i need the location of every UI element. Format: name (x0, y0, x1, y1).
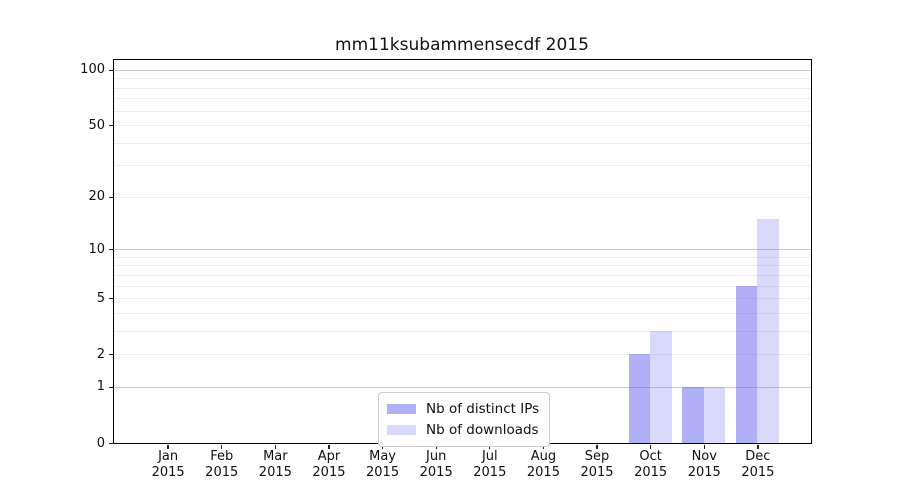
legend-label-distinct-ips: Nb of distinct IPs (426, 401, 540, 417)
gridline-major (114, 69, 811, 71)
gridline-minor (114, 87, 811, 89)
y-tick-mark (109, 196, 114, 199)
gridline-minor (114, 354, 811, 356)
gridline-minor (114, 312, 811, 314)
legend-row-downloads: Nb of downloads (387, 420, 539, 440)
y-tick-mark (109, 443, 114, 445)
y-tick-label: 50 (88, 117, 105, 133)
gridline-minor (114, 196, 811, 198)
x-tick-mark (650, 444, 652, 449)
x-tick-label: Jul 2015 (458, 449, 522, 481)
bar-nb-of-downloads-nov (703, 386, 726, 443)
legend-label-downloads: Nb of downloads (426, 422, 539, 438)
y-tick-label: 5 (96, 290, 105, 306)
gridline-major (114, 386, 811, 388)
x-tick-label-year: 2015 (741, 465, 775, 480)
gridline-minor (114, 274, 811, 276)
x-tick-mark (328, 444, 330, 449)
y-tick-label: 1 (96, 379, 105, 395)
gridline-major (114, 249, 811, 251)
y-tick-label: 2 (96, 346, 105, 362)
x-tick-label-year: 2015 (419, 465, 453, 480)
gridline-minor (114, 78, 811, 80)
gridline-minor (114, 265, 811, 267)
y-tick-mark (109, 298, 114, 300)
x-tick-label: Aug 2015 (511, 449, 575, 481)
x-tick-mark (596, 444, 598, 449)
y-tick-mark (109, 69, 114, 72)
x-tick-label-year: 2015 (258, 465, 292, 480)
legend-swatch-distinct-ips (387, 404, 416, 414)
x-tick-label-year: 2015 (151, 465, 185, 480)
y-tick-label: 10 (88, 241, 105, 257)
x-tick-mark (167, 444, 169, 449)
x-tick-label-year: 2015 (687, 465, 721, 480)
gridline-minor (114, 256, 811, 258)
x-tick-label: May 2015 (351, 449, 415, 481)
gridline-minor (114, 298, 811, 300)
bar-nb-of-distinct-ips-dec (735, 285, 758, 443)
x-tick-label: Nov 2015 (672, 449, 736, 481)
x-tick-label-year: 2015 (205, 465, 239, 480)
x-tick-label-year: 2015 (580, 465, 614, 480)
x-tick-label-year: 2015 (312, 465, 346, 480)
x-tick-label-year: 2015 (634, 465, 668, 480)
x-tick-label-year: 2015 (526, 465, 560, 480)
legend-row-distinct-ips: Nb of distinct IPs (387, 399, 539, 419)
x-tick-label-year: 2015 (473, 465, 507, 480)
chart-title: mm11ksubammensecdf 2015 (335, 35, 589, 55)
y-tick-mark (109, 354, 114, 356)
x-tick-label: Oct 2015 (619, 449, 683, 481)
x-tick-mark (757, 444, 759, 449)
gridline-minor (114, 165, 811, 167)
x-tick-label: Mar 2015 (243, 449, 307, 481)
bar-nb-of-distinct-ips-nov (682, 386, 704, 443)
bar-nb-of-downloads-dec (757, 218, 779, 443)
x-tick-mark (703, 444, 705, 449)
x-tick-label: Apr 2015 (297, 449, 361, 481)
gridline-minor (114, 110, 811, 112)
gridline-minor (114, 125, 811, 127)
x-tick-label: Sep 2015 (565, 449, 629, 481)
x-tick-label: Jun 2015 (404, 449, 468, 481)
plot-area: Nb of distinct IPs Nb of downloads (113, 59, 812, 447)
legend: Nb of distinct IPs Nb of downloads (378, 392, 551, 447)
y-tick-mark (109, 386, 114, 389)
gridline-minor (114, 142, 811, 144)
gridline-minor (114, 285, 811, 287)
y-tick-label: 0 (96, 435, 105, 451)
bar-nb-of-downloads-oct (650, 330, 672, 443)
x-tick-label: Feb 2015 (190, 449, 254, 481)
gridline-minor (114, 330, 811, 332)
x-tick-mark (221, 444, 223, 449)
legend-swatch-downloads (387, 425, 416, 435)
x-tick-mark (274, 444, 276, 449)
y-tick-label: 20 (88, 189, 105, 205)
y-tick-label: 100 (80, 62, 105, 78)
bar-nb-of-distinct-ips-oct (628, 354, 651, 443)
x-tick-label-year: 2015 (366, 465, 400, 480)
x-tick-label: Jan 2015 (136, 449, 200, 481)
y-tick-mark (109, 249, 114, 251)
y-tick-mark (109, 125, 114, 127)
gridline-minor (114, 98, 811, 100)
x-tick-label: Dec 2015 (726, 449, 790, 481)
